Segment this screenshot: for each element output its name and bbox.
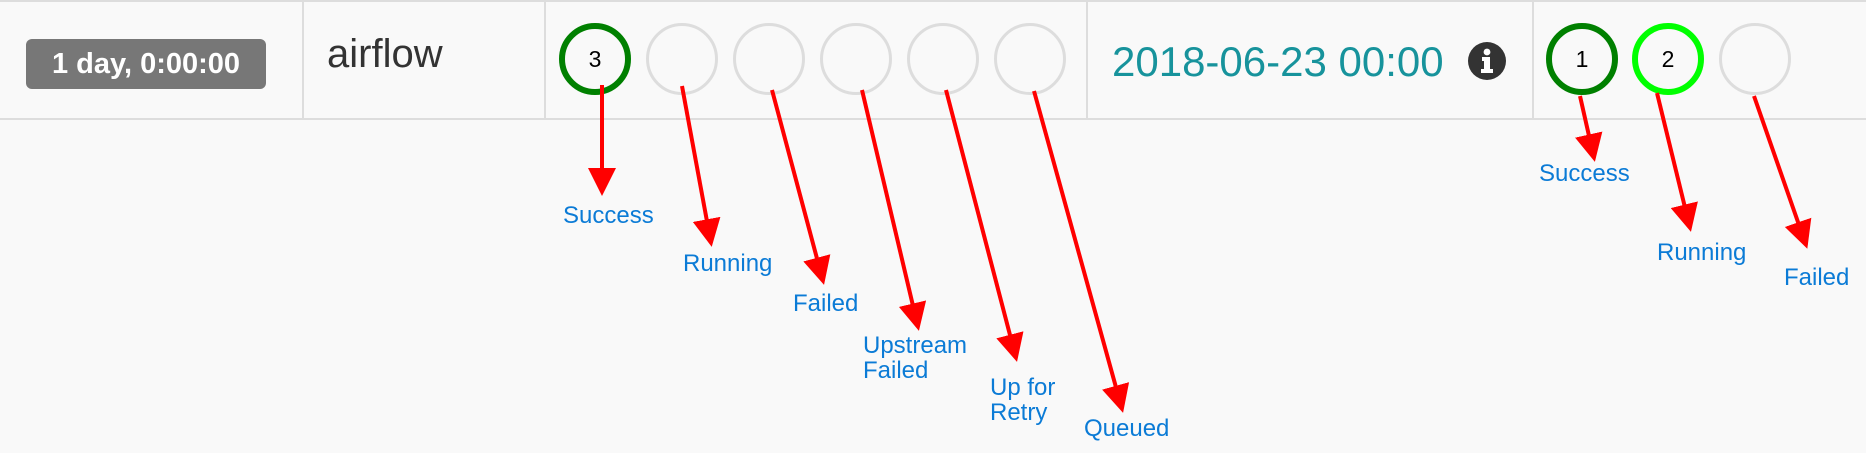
- dag-run-running-circle[interactable]: 2: [1632, 23, 1704, 95]
- task-state-up-for-retry-circle[interactable]: [907, 23, 979, 95]
- column-divider: [1532, 2, 1534, 120]
- arrow-task-failed: [770, 89, 831, 285]
- arrow-task-running: [680, 85, 721, 247]
- column-divider: [302, 2, 304, 120]
- annotation-line: Retry: [990, 399, 1048, 426]
- dag-run-success-circle[interactable]: 1: [1546, 23, 1618, 95]
- column-divider: [544, 2, 546, 120]
- info-circle-icon[interactable]: [1468, 42, 1506, 80]
- owner-label: airflow: [327, 32, 443, 76]
- task-state-upstream-failed-circle[interactable]: [820, 23, 892, 95]
- task-state-success-circle[interactable]: 3: [559, 23, 631, 95]
- annotation-task-upstream-failed: Upstream Failed: [863, 333, 967, 383]
- annotation-task-failed: Failed: [793, 290, 859, 317]
- annotation-run-running: Running: [1657, 239, 1747, 266]
- execution-date-link[interactable]: 2018-06-23 00:00: [1112, 38, 1444, 85]
- arrow-run-failed: [1752, 95, 1812, 249]
- arrow-task-up-for-retry: [944, 89, 1024, 362]
- arrow-task-queued: [1032, 90, 1130, 413]
- annotation-line: Failed: [863, 357, 929, 384]
- arrow-run-running: [1655, 92, 1698, 232]
- arrow-task-upstream-failed: [860, 89, 927, 331]
- arrow-run-success: [1575, 95, 1603, 162]
- annotation-run-failed: Failed: [1784, 264, 1850, 291]
- annotation-task-up-for-retry: Up for Retry: [990, 375, 1055, 425]
- annotation-task-queued: Queued: [1084, 415, 1170, 442]
- annotation-line: Up for: [990, 374, 1056, 401]
- annotation-task-running: Running: [683, 250, 773, 277]
- task-state-queued-circle[interactable]: [994, 23, 1066, 95]
- annotation-line: Upstream: [863, 332, 968, 359]
- task-state-failed-circle[interactable]: [733, 23, 805, 95]
- dag-row: 1 day, 0:00:00 airflow 3 2018-06-23 00:0…: [0, 0, 1866, 120]
- schedule-interval-badge: 1 day, 0:00:00: [26, 39, 266, 89]
- annotation-task-success: Success: [563, 202, 654, 229]
- dag-run-failed-circle[interactable]: [1719, 23, 1791, 95]
- column-divider: [1086, 2, 1088, 120]
- annotation-run-success: Success: [1539, 160, 1630, 187]
